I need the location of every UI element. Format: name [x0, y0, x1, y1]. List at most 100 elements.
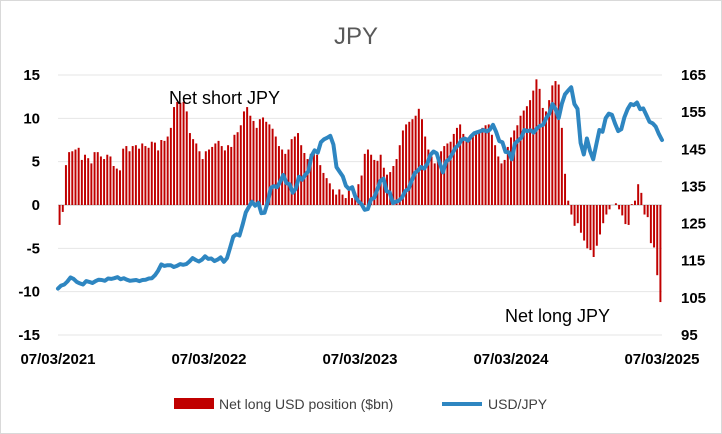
bar [80, 159, 83, 205]
bar [579, 205, 582, 233]
chart-title: JPY [334, 23, 378, 50]
bar [433, 163, 436, 205]
bar [84, 154, 87, 205]
bar [106, 154, 109, 205]
bar [455, 127, 458, 205]
bar [646, 205, 649, 218]
bar [182, 101, 185, 205]
bar [220, 146, 223, 205]
bar [373, 159, 376, 205]
bar [370, 154, 373, 205]
bar [357, 184, 360, 205]
bar [576, 205, 579, 224]
bar [583, 205, 586, 241]
bar [351, 198, 354, 205]
bar [297, 133, 299, 205]
left-tick-label: 5 [32, 154, 40, 171]
bar [306, 159, 309, 205]
right-tick-label: 125 [681, 216, 706, 233]
left-tick-label: -5 [27, 240, 40, 257]
bar [93, 152, 96, 205]
bar [328, 183, 331, 205]
bar [128, 151, 131, 205]
bar [153, 142, 156, 205]
bar [325, 178, 328, 205]
bar [649, 205, 652, 244]
bar [214, 143, 217, 205]
bar [115, 168, 118, 205]
x-tick-label: 07/03/2022 [171, 351, 246, 368]
bar [449, 141, 452, 205]
bar [322, 172, 325, 205]
bar [131, 146, 134, 205]
bar [87, 158, 90, 205]
bar [119, 170, 121, 205]
x-tick-label: 07/03/2024 [473, 351, 549, 368]
bar [506, 146, 509, 205]
legend-bar-label: Net long USD position ($bn) [219, 396, 393, 412]
bar [481, 127, 484, 205]
bar [551, 85, 554, 205]
right-tick-label: 155 [681, 104, 706, 121]
bar [643, 205, 646, 215]
bar [484, 125, 487, 205]
bar [230, 146, 233, 205]
bar [341, 194, 344, 205]
bar [468, 139, 471, 205]
bar [589, 205, 592, 251]
bar [233, 134, 236, 205]
bar [96, 152, 99, 205]
bar [147, 147, 150, 205]
bar [490, 134, 493, 205]
bar [316, 154, 319, 205]
bar [554, 81, 557, 205]
bar [462, 133, 465, 205]
bar [290, 139, 293, 205]
bar [61, 205, 64, 212]
bar [503, 159, 506, 205]
bar [471, 136, 474, 205]
bar [548, 100, 551, 205]
bar [134, 145, 137, 205]
right-tick-label: 115 [681, 253, 705, 270]
bar [633, 200, 636, 205]
bar [389, 172, 392, 205]
bar [287, 149, 290, 205]
usdjpy-line [56, 85, 664, 291]
bar [411, 119, 414, 205]
bar [624, 205, 627, 225]
bar [242, 111, 245, 205]
bar [268, 124, 271, 205]
bar [640, 192, 643, 205]
bar [246, 107, 249, 205]
legend: Net long USD position ($bn) USD/JPY [174, 396, 548, 412]
bar [176, 101, 179, 205]
bar [319, 165, 322, 205]
x-tick-label: 07/03/2021 [20, 351, 95, 368]
bar [602, 205, 605, 224]
bar [112, 166, 115, 205]
bar [293, 136, 296, 205]
bar [538, 88, 541, 205]
bar [560, 127, 563, 205]
left-tick-label: -10 [18, 284, 40, 301]
bar [109, 156, 112, 205]
bar [627, 205, 630, 225]
bar [544, 111, 547, 205]
bar [312, 151, 315, 205]
bar [163, 140, 166, 205]
bar [173, 107, 176, 205]
bar [513, 130, 516, 205]
bar [475, 133, 478, 205]
bar [656, 205, 659, 276]
bar [166, 136, 169, 205]
bar [179, 102, 182, 205]
bar [573, 205, 576, 226]
bar [392, 166, 395, 205]
bar [430, 156, 433, 205]
bar [519, 115, 522, 205]
right-tick-label: 95 [681, 327, 698, 344]
bar [487, 124, 490, 205]
bar [239, 125, 242, 205]
bar [516, 125, 519, 205]
